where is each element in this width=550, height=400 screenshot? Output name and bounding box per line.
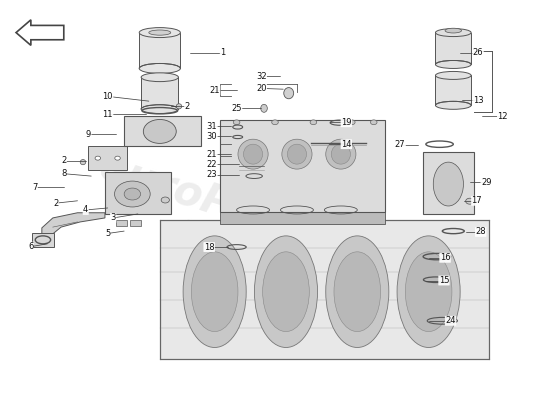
- Ellipse shape: [255, 236, 317, 348]
- Ellipse shape: [233, 120, 240, 125]
- Ellipse shape: [263, 252, 309, 332]
- Ellipse shape: [183, 236, 246, 348]
- Bar: [141, 77, 178, 109]
- Ellipse shape: [191, 252, 238, 332]
- Text: 4: 4: [83, 206, 89, 214]
- Text: 3: 3: [111, 214, 116, 222]
- Text: euroParts: euroParts: [94, 145, 324, 255]
- Text: 14: 14: [341, 140, 351, 149]
- Polygon shape: [42, 213, 105, 240]
- Text: 9: 9: [86, 130, 91, 139]
- Ellipse shape: [115, 156, 120, 160]
- Ellipse shape: [326, 236, 389, 348]
- Text: 10: 10: [102, 92, 113, 101]
- Text: 19: 19: [341, 118, 351, 127]
- Ellipse shape: [176, 104, 182, 109]
- Ellipse shape: [436, 28, 471, 36]
- Ellipse shape: [436, 60, 471, 68]
- Polygon shape: [423, 152, 474, 214]
- Text: 26: 26: [472, 48, 483, 57]
- Ellipse shape: [436, 72, 471, 80]
- Ellipse shape: [445, 28, 461, 33]
- Polygon shape: [124, 116, 201, 146]
- Text: 13: 13: [472, 96, 483, 105]
- Text: 5: 5: [105, 229, 111, 238]
- Text: 20: 20: [256, 84, 267, 93]
- Ellipse shape: [261, 104, 267, 112]
- Ellipse shape: [144, 120, 176, 143]
- Text: 15: 15: [439, 276, 449, 285]
- Ellipse shape: [331, 144, 350, 164]
- Bar: [436, 76, 471, 105]
- Ellipse shape: [326, 139, 356, 169]
- Ellipse shape: [141, 73, 178, 82]
- Text: 16: 16: [440, 253, 450, 262]
- Ellipse shape: [397, 236, 460, 348]
- Polygon shape: [105, 172, 170, 214]
- Text: 28: 28: [475, 227, 486, 236]
- Text: 24: 24: [446, 316, 456, 325]
- Text: 2: 2: [53, 199, 58, 208]
- Text: 32: 32: [256, 72, 267, 81]
- Ellipse shape: [436, 101, 471, 109]
- Ellipse shape: [310, 120, 317, 125]
- Text: 11: 11: [102, 110, 113, 119]
- Text: 21: 21: [207, 150, 217, 159]
- Text: 31: 31: [207, 122, 217, 131]
- Text: 27: 27: [395, 140, 405, 150]
- Ellipse shape: [124, 188, 141, 200]
- Polygon shape: [89, 146, 127, 170]
- Ellipse shape: [287, 144, 306, 164]
- Ellipse shape: [433, 162, 464, 206]
- Text: 22: 22: [207, 160, 217, 169]
- Ellipse shape: [141, 105, 178, 114]
- Bar: [139, 32, 180, 68]
- Ellipse shape: [272, 120, 278, 125]
- Polygon shape: [16, 20, 64, 45]
- Text: 29: 29: [481, 178, 492, 186]
- Text: 23: 23: [207, 170, 217, 179]
- Ellipse shape: [244, 144, 263, 164]
- Text: 25: 25: [232, 104, 242, 113]
- Polygon shape: [32, 233, 54, 247]
- Ellipse shape: [238, 139, 268, 169]
- Ellipse shape: [149, 30, 170, 35]
- Text: 30: 30: [207, 132, 217, 141]
- Ellipse shape: [466, 198, 474, 204]
- Text: 1: 1: [220, 48, 225, 57]
- Text: 17: 17: [471, 196, 482, 205]
- Text: 21: 21: [210, 86, 220, 95]
- Polygon shape: [220, 120, 384, 212]
- Ellipse shape: [114, 181, 150, 207]
- Ellipse shape: [284, 88, 294, 99]
- Ellipse shape: [95, 156, 101, 160]
- Bar: [436, 32, 471, 64]
- Text: 7: 7: [32, 183, 37, 192]
- Ellipse shape: [161, 197, 169, 203]
- Ellipse shape: [334, 252, 381, 332]
- Ellipse shape: [282, 139, 312, 169]
- Ellipse shape: [80, 160, 86, 165]
- Polygon shape: [220, 212, 384, 224]
- Text: a passion for excellence: a passion for excellence: [182, 215, 346, 280]
- Ellipse shape: [139, 64, 180, 74]
- Bar: [116, 220, 127, 226]
- Text: 18: 18: [204, 242, 215, 252]
- Ellipse shape: [349, 120, 355, 125]
- Bar: [130, 220, 141, 226]
- Ellipse shape: [139, 28, 180, 38]
- Text: 6: 6: [28, 242, 34, 251]
- Ellipse shape: [371, 120, 377, 125]
- Ellipse shape: [405, 252, 452, 332]
- Text: 8: 8: [61, 169, 67, 178]
- Text: 12: 12: [497, 112, 508, 121]
- Polygon shape: [160, 220, 489, 360]
- Text: 2: 2: [61, 156, 67, 166]
- Text: 2: 2: [185, 102, 190, 111]
